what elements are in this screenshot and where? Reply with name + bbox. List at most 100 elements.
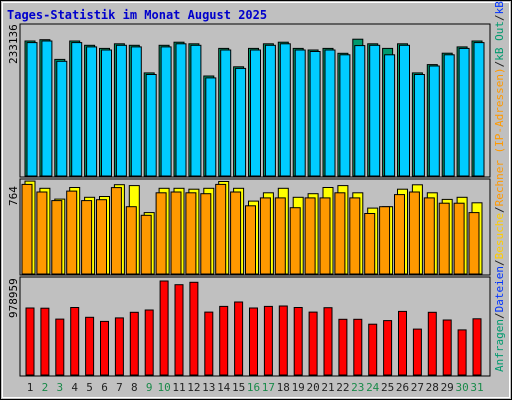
dateien-bar: 9: 157800 — [145, 74, 157, 177]
day-label: 7 — [116, 381, 123, 394]
legend-segment: Rechner (IP-Adressen) — [493, 67, 506, 206]
dateien-bar: 2: 209800 — [41, 40, 53, 177]
dateien-bar: 26: 203100 — [399, 44, 410, 177]
day-label: 23 — [351, 381, 364, 394]
rechner-bar: 15: 674 — [230, 191, 242, 275]
day-label: 18 — [277, 381, 290, 394]
dateien-bar: 20: 193500 — [309, 51, 321, 177]
dateien-bar: 14: 195900 — [220, 49, 232, 177]
kb-f-bar: 1: 698000 — [25, 307, 35, 376]
kb-f-bar: 23: 580500 — [353, 318, 363, 376]
dateien-bar: 7: 203100 — [115, 44, 127, 177]
rechner-bar: 24: 497 — [364, 213, 376, 275]
rechner-bar: 5: 603 — [81, 200, 93, 275]
day-label: 15 — [232, 381, 245, 394]
day-label: 1 — [27, 381, 34, 394]
kb-f-bar: 9: 676500 — [144, 309, 154, 376]
dateien-bar: 18: 205500 — [279, 43, 291, 177]
bottom-ymax-label: 978959 — [7, 278, 20, 318]
day-label: 28 — [426, 381, 439, 394]
day-label: 20 — [306, 381, 319, 394]
dateien-bar: 30: 198300 — [458, 47, 470, 177]
legend-segment: Dateien — [493, 266, 506, 312]
kb-f-bar: 18: 718700 — [278, 305, 288, 376]
rechner-bar: 12: 667 — [185, 192, 197, 275]
legend-segment: / — [493, 14, 506, 21]
dateien-bar: 13: 152500 — [205, 77, 217, 177]
day-label: 2 — [42, 381, 49, 394]
kb-f-bar: 7: 595000 — [114, 317, 124, 376]
bars-layer: 1: 2098001: 2074002: 2119002: 2098003: 1… — [21, 38, 485, 376]
day-label: 21 — [321, 381, 334, 394]
day-label: 4 — [71, 381, 78, 394]
rechner-bar: 19: 545 — [289, 207, 301, 275]
dateien-bar: 23: 202700 — [354, 45, 366, 177]
dateien-bar: 4: 207400 — [71, 42, 83, 177]
legend-segment: Besuche — [493, 213, 506, 259]
kb-f-bar: 26: 662300 — [398, 310, 407, 376]
kb-f-bar: 22: 580500 — [338, 318, 348, 376]
dateien-bar: 19: 195900 — [294, 49, 306, 177]
rechner-bar: 2: 674 — [36, 191, 48, 275]
kb-f-bar: 4: 702800 — [70, 307, 80, 376]
day-label: 5 — [86, 381, 93, 394]
day-label: 6 — [101, 381, 108, 394]
day-label: 29 — [441, 381, 454, 394]
kb-f-bar: 28: 652700 — [427, 311, 437, 376]
rechner-bar: 10: 667 — [155, 192, 167, 275]
day-label: 31 — [470, 381, 483, 394]
rechner-bar: 31: 504 — [468, 212, 480, 275]
day-label: 17 — [262, 381, 275, 394]
rechner-bar: 7: 710 — [110, 187, 122, 275]
rechner-bar: 22: 667 — [334, 192, 346, 275]
day-label: 10 — [157, 381, 170, 394]
kb-f-bar: 21: 700400 — [323, 307, 333, 376]
dateien-bar: 16: 195900 — [250, 49, 261, 177]
kb-f-bar: 25: 566300 — [383, 320, 393, 376]
legend-segment: kB In — [493, 0, 506, 14]
kb-f-bar: 19: 702800 — [293, 307, 303, 376]
dateien-bar: 31: 207400 — [473, 42, 485, 177]
rechner-bar: 13: 660 — [200, 193, 212, 275]
kb-f-bar: 12: 965800 — [189, 281, 199, 376]
rechner-bar: 20: 625 — [304, 197, 316, 275]
rechner-bar: 18: 625 — [274, 197, 286, 275]
rechner-bar: 23: 625 — [349, 197, 361, 275]
rechner-bar: 1: 736 — [21, 183, 33, 275]
legend-segment: / — [493, 312, 506, 319]
rechner-bar: 3: 603 — [51, 200, 63, 275]
legend-segment: kB Out — [493, 21, 506, 61]
day-label: 30 — [455, 381, 468, 394]
rechner-bar: 25: 553 — [379, 206, 391, 275]
kb-f-bar: 29: 572400 — [442, 319, 452, 376]
top-ymax-label: 233136 — [7, 24, 20, 64]
chart-title: Tages-Statistik im Monat August 2025 — [7, 8, 267, 22]
rechner-bar: 11: 674 — [170, 191, 182, 275]
rechner-bar: 28: 625 — [423, 197, 435, 275]
rechner-bar: 14: 736 — [215, 183, 227, 275]
rechner-bar: 21: 625 — [319, 197, 331, 275]
kb-f-bar: 3: 582200 — [55, 318, 65, 376]
kb-f-bar: 10: 978959 — [159, 280, 169, 376]
kb-f-bar: 17: 714800 — [263, 305, 273, 376]
dateien-bar: 17: 203100 — [264, 44, 276, 177]
day-label: 19 — [292, 381, 305, 394]
dateien-bar: 22: 188300 — [339, 54, 351, 177]
kb-f-bar: 15: 760000 — [234, 301, 244, 376]
rechner-bar: 8: 553 — [125, 206, 137, 275]
kb-f-bar: 5: 600500 — [85, 316, 95, 376]
dateien-bar: 21: 195900 — [324, 49, 336, 177]
day-labels: 1 2 3 4 5 6 7 8 9 10 11 12 13 14 15 16 17 18 19 20 21 22 23 24 2… — [27, 381, 484, 394]
day-label: 25 — [381, 381, 394, 394]
day-label: 8 — [131, 381, 138, 394]
kb-f-bar: 20: 654600 — [308, 311, 318, 376]
kb-f-bar: 16: 698000 — [249, 307, 258, 376]
rechner-bar: 6: 610 — [96, 199, 107, 275]
day-label: 13 — [202, 381, 215, 394]
rechner-bar: 17: 625 — [259, 197, 271, 275]
kb-f-bar: 2: 695400 — [40, 307, 50, 376]
rechner-bar: 9: 482 — [140, 214, 152, 275]
dateien-bar: 3: 178300 — [56, 60, 68, 177]
dateien-bar: 24: 203100 — [369, 44, 381, 177]
